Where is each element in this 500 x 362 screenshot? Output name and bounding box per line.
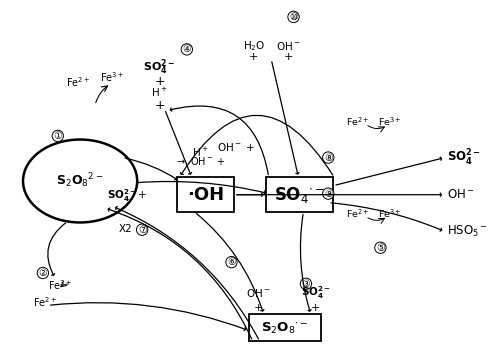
Text: Fe$^{3+}$: Fe$^{3+}$ [378,115,402,128]
Text: OH$^-$ +: OH$^-$ + [218,141,256,153]
Text: ②: ② [38,268,48,278]
Text: X2: X2 [119,224,132,233]
Text: $\rightarrow$ OH$^-$ +: $\rightarrow$ OH$^-$ + [175,155,226,167]
Text: Fe$^{3+}$: Fe$^{3+}$ [48,279,72,292]
Text: ·OH: ·OH [187,185,224,203]
Text: ①: ① [54,131,62,141]
Text: ⑦: ⑦ [138,225,146,235]
Text: +: + [154,99,165,112]
Text: HSO$_5$$^-$: HSO$_5$$^-$ [448,224,488,239]
Text: Fe$^{2+}$: Fe$^{2+}$ [346,207,370,220]
Text: $\bf{SO_4^{2-}}$: $\bf{SO_4^{2-}}$ [301,285,331,301]
Text: H$^+$: H$^+$ [151,86,168,99]
Text: SO$_4$$^{\cdot-}$: SO$_4$$^{\cdot-}$ [274,185,325,205]
Text: Fe$^{3+}$: Fe$^{3+}$ [100,70,124,84]
Text: +: + [284,52,294,62]
Text: H$_2$O: H$_2$O [242,39,265,52]
Text: $\bf{SO_4^{2-}}$: $\bf{SO_4^{2-}}$ [448,147,482,168]
Text: OH$^-$: OH$^-$ [246,287,271,299]
Text: +: + [254,303,264,313]
Text: Fe$^{3+}$: Fe$^{3+}$ [378,207,402,220]
Text: H$^+$: H$^+$ [192,146,209,159]
Text: Fe$^{2+}$: Fe$^{2+}$ [346,115,370,128]
Text: Fe$^{2+}$: Fe$^{2+}$ [66,75,90,89]
Text: ⑥: ⑥ [227,257,236,267]
Text: Fe$^{2+}$: Fe$^{2+}$ [34,295,58,309]
Text: +: + [154,75,165,88]
Text: ④: ④ [182,45,191,54]
Text: $\bf{SO_4^{2-}}$: $\bf{SO_4^{2-}}$ [144,58,176,77]
Text: +: + [311,303,320,313]
Text: +: + [249,52,258,62]
Text: ③: ③ [302,279,310,289]
Text: OH$^-$: OH$^-$ [276,40,301,52]
Text: ⑨: ⑨ [324,189,332,199]
Text: $\bf{SO_4^{2-}}$+: $\bf{SO_4^{2-}}$+ [107,187,147,204]
Text: S$_2$O$_8$$^{2-}$: S$_2$O$_8$$^{2-}$ [56,172,104,190]
Text: ⑤: ⑤ [376,243,385,253]
Text: ⑩: ⑩ [289,12,298,22]
Text: ⑧: ⑧ [324,152,332,163]
Text: OH$^-$: OH$^-$ [448,188,475,201]
Text: S$_2$O$_8$$^{\cdot-}$: S$_2$O$_8$$^{\cdot-}$ [262,320,308,336]
